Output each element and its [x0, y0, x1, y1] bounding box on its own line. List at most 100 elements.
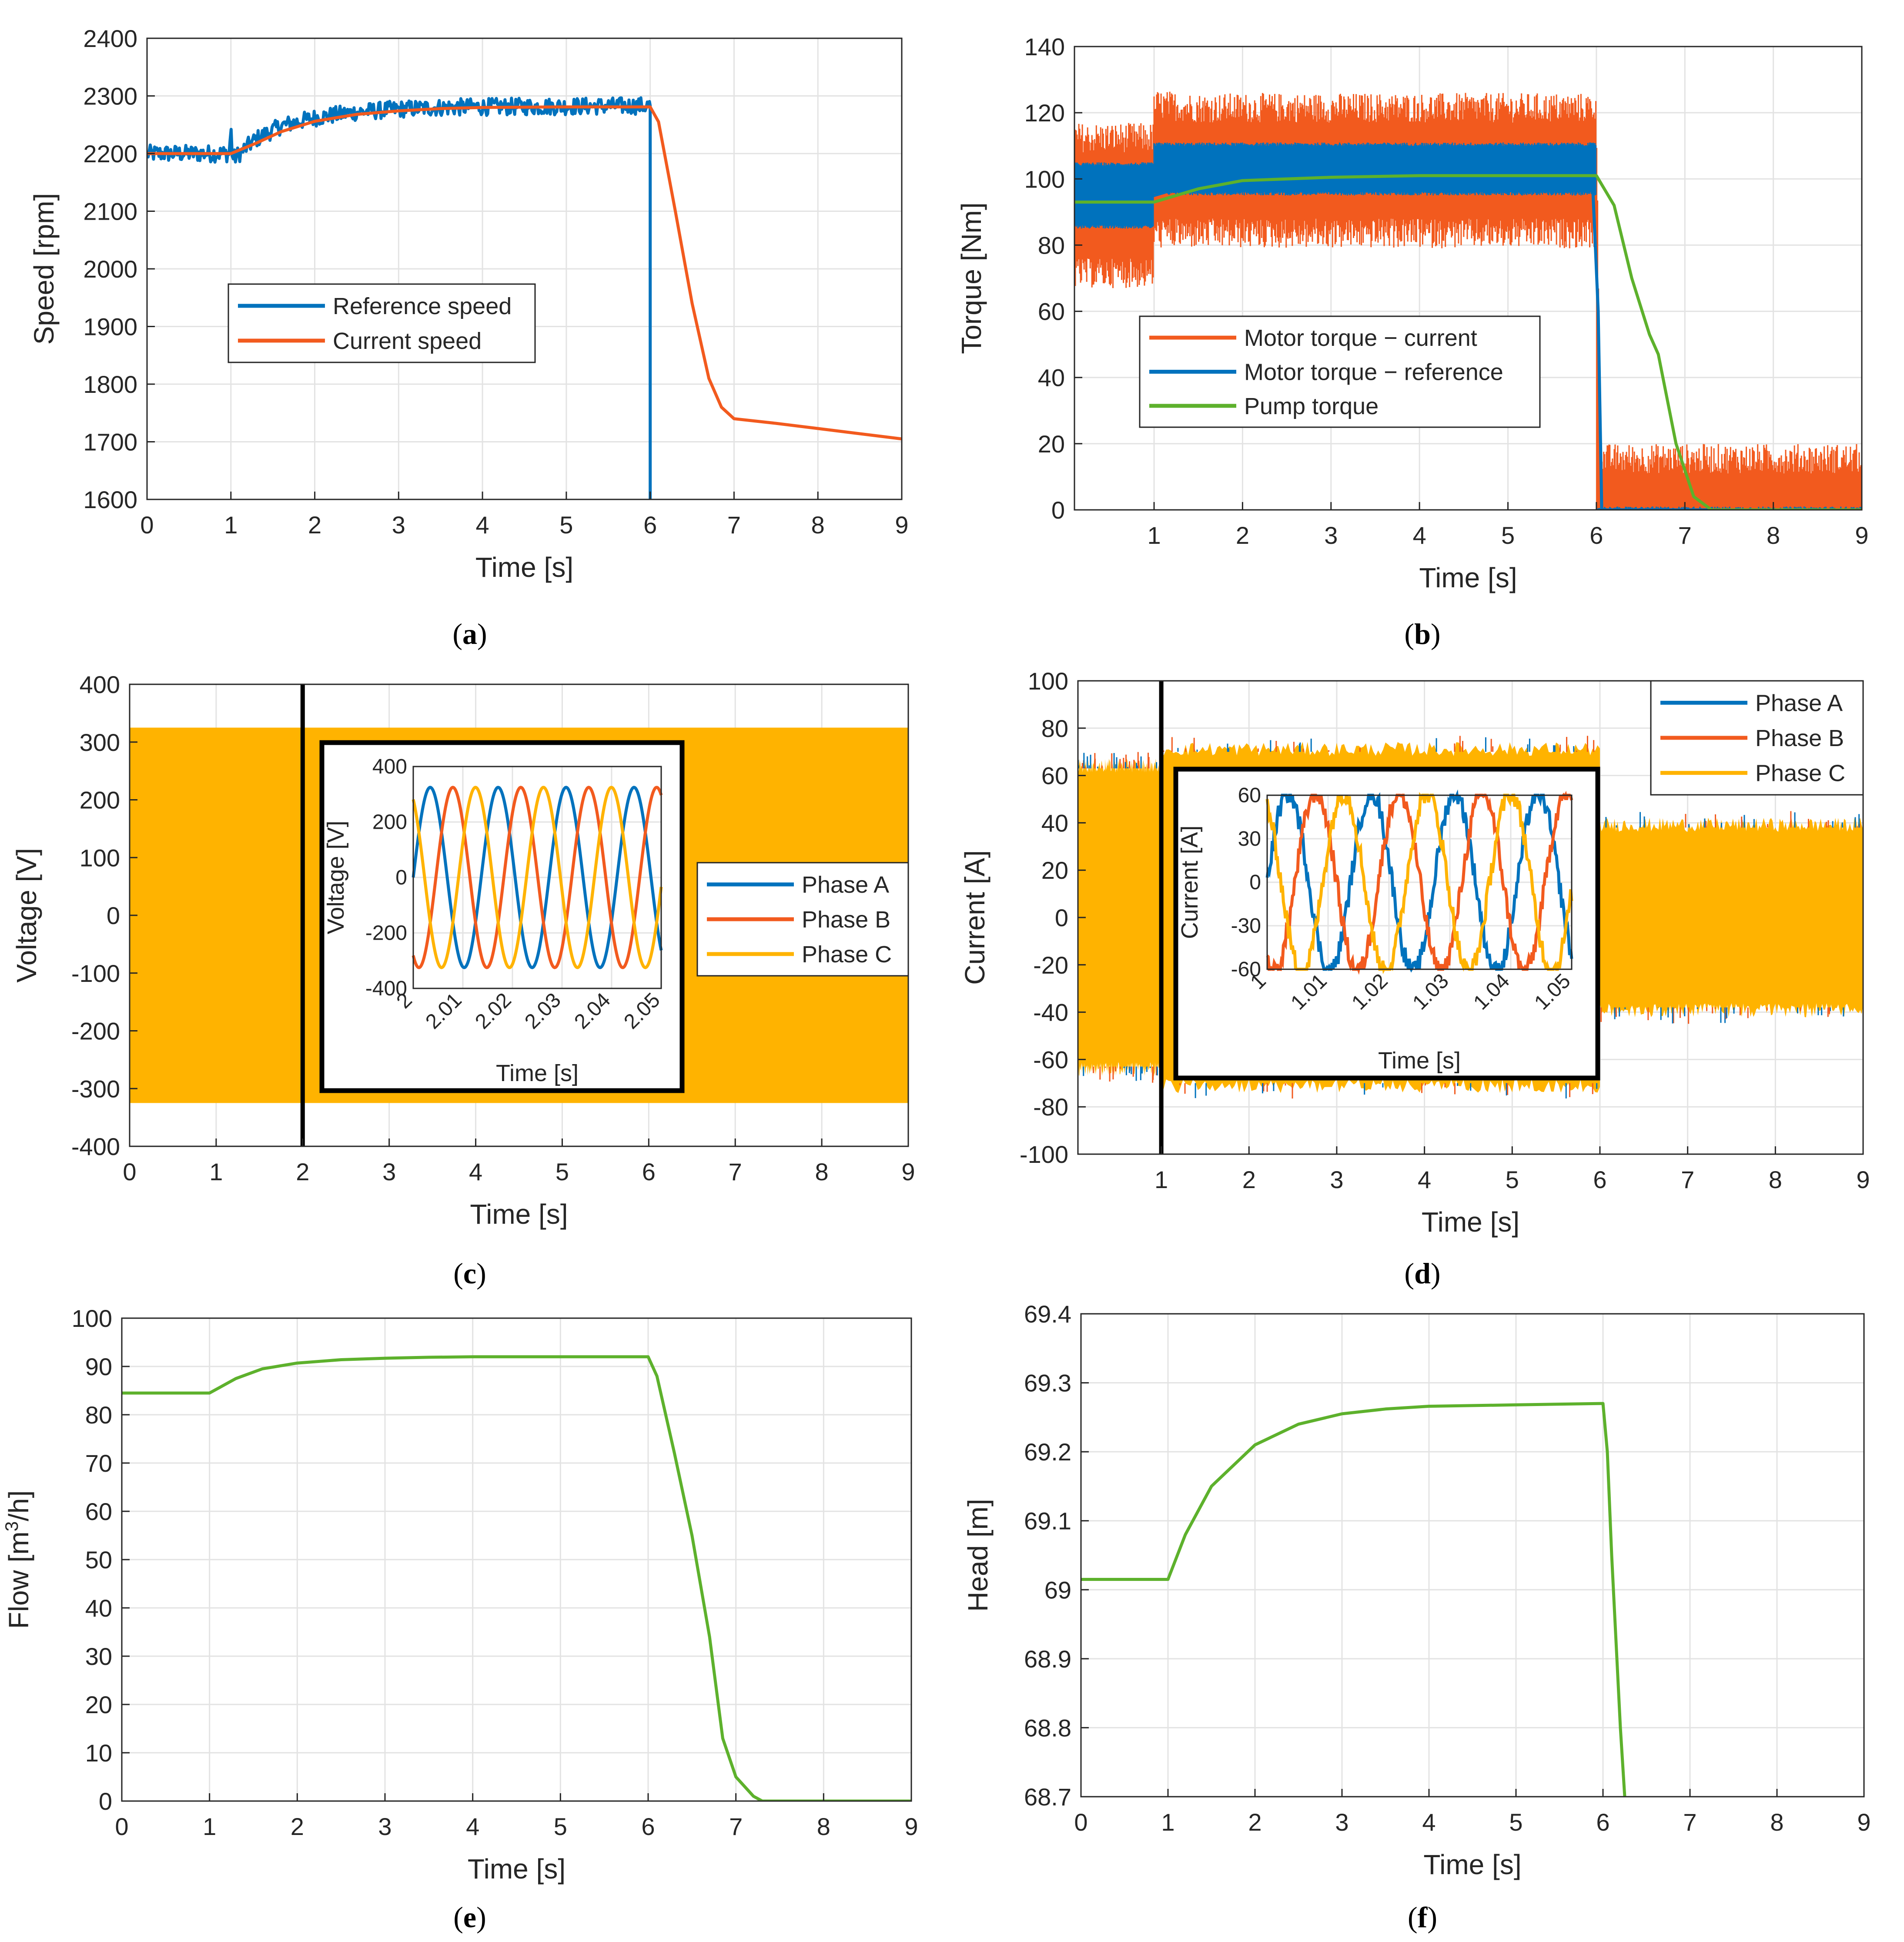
y-tick-label: 68.9	[1024, 1645, 1071, 1673]
x-tick-label: 4	[469, 1158, 482, 1185]
x-tick-label: 9	[1856, 1166, 1870, 1193]
y-axis: 0 10 20 30 40 50 60 70 80 90 100	[72, 1305, 130, 1815]
y-tick-label: 40	[85, 1594, 112, 1622]
caption-close: )	[1431, 1257, 1441, 1290]
y-tick-label: 100	[80, 844, 120, 871]
x-tick-label: 0	[140, 511, 154, 539]
inset-frame	[319, 740, 685, 1093]
caption-close: )	[1431, 617, 1441, 650]
inset-y-tick-label: 0	[1249, 871, 1261, 894]
x-tick-label: 6	[643, 511, 657, 539]
x-axis-label: Time [s]	[470, 1199, 568, 1230]
legend-entry: Phase B	[1755, 725, 1844, 751]
caption-open: (	[453, 1901, 463, 1934]
y-tick-label: -100	[1020, 1141, 1068, 1168]
y-axis-label: Torque [Nm]	[956, 202, 987, 354]
x-tick-label: 4	[466, 1813, 479, 1840]
y-tick-label: 69.1	[1024, 1507, 1071, 1535]
y-tick-label: 1900	[83, 313, 137, 341]
x-tick-label: 7	[727, 511, 741, 539]
caption-letter: e	[463, 1901, 476, 1934]
caption-open: (	[453, 1257, 463, 1290]
y-axis-label-part: Flow [m	[3, 1531, 34, 1629]
panel-f: 0 1 2 3 4 5 6 7 8 9 68.7 68.8 68.9 69 69.1 69.2 69.3 69.4…	[962, 1300, 1871, 1934]
x-axis: 1 2 3 4 5 6 7 8 9	[1147, 502, 1869, 549]
x-tick-label: 9	[901, 1158, 915, 1185]
y-tick-label: 69	[1044, 1576, 1071, 1604]
legend: Phase A Phase B Phase C	[1650, 680, 1864, 796]
x-tick-label: 5	[1506, 1166, 1519, 1193]
y-tick-label: 0	[1051, 496, 1065, 524]
inset-axes-box	[412, 766, 662, 989]
panel-c: 0 1 2 3 4 5 6 7 8 9 -400 -300 -200 -100 0 100 200 300 400 T…	[11, 671, 915, 1290]
x-tick-label: 8	[815, 1158, 829, 1185]
axes-box	[1080, 1313, 1865, 1798]
y-tick-label: 40	[1038, 364, 1065, 392]
x-tick-label: 4	[1422, 1808, 1436, 1836]
y-tick-label: 20	[1038, 430, 1065, 458]
x-tick-label: 5	[1509, 1808, 1523, 1836]
y-tick-label: 60	[85, 1498, 112, 1525]
series-line-0	[147, 96, 652, 499]
y-tick-label: 60	[1038, 298, 1065, 325]
y-tick-label: 1600	[83, 486, 137, 513]
x-tick-label: 2	[1248, 1808, 1262, 1836]
y-tick-label: 0	[99, 1788, 112, 1815]
x-tick-label: 5	[559, 511, 573, 539]
x-tick-label: 9	[1855, 522, 1868, 549]
inset-y-tick-label: -400	[365, 977, 407, 1000]
caption-open: (	[452, 617, 462, 650]
y-tick-label: -100	[71, 960, 120, 987]
x-tick-label: 1	[1147, 522, 1161, 549]
y-tick-label: 80	[85, 1401, 112, 1429]
y-axis-label: Current [A]	[959, 850, 990, 984]
y-axis-label: Voltage [V]	[11, 848, 42, 983]
panel-caption: (c)	[453, 1257, 486, 1290]
x-tick-label: 5	[554, 1813, 567, 1840]
caption-letter: d	[1414, 1257, 1431, 1290]
signal-band-2	[1599, 817, 1863, 1018]
x-axis-label: Time [s]	[1423, 1849, 1521, 1880]
inset: 2 2.01 2.02 2.03 2.04 2.05-400-2000200400Time…	[319, 740, 685, 1093]
x-tick-label: 4	[1413, 522, 1426, 549]
panel-caption: (f)	[1408, 1901, 1437, 1934]
legend-entry: Phase C	[802, 941, 892, 968]
x-tick-label: 9	[895, 511, 908, 539]
inset-series-phase-c	[412, 786, 663, 969]
plot-area	[1081, 1314, 1864, 1797]
y-tick-label: 80	[1038, 231, 1065, 259]
x-axis-label: Time [s]	[475, 552, 573, 583]
y-tick-label: 69.3	[1024, 1369, 1071, 1397]
caption-close: )	[477, 617, 487, 650]
y-axis: 1600 1700 1800 1900 2000 2100 2200 2300 2400	[83, 25, 155, 513]
y-tick-label: 68.8	[1024, 1714, 1071, 1741]
legend-entry: Motor torque − current	[1244, 325, 1477, 351]
y-tick-label: -200	[71, 1018, 120, 1045]
y-tick-label: 70	[85, 1450, 112, 1477]
caption-open: (	[1404, 1257, 1414, 1290]
x-tick-label: 1	[209, 1158, 223, 1185]
x-axis: 0 1 2 3 4 5 6 7 8 9	[1074, 1789, 1871, 1836]
x-tick-label: 0	[1074, 1808, 1088, 1836]
x-tick-label: 7	[1678, 522, 1692, 549]
inset-x-axis-label: Time [s]	[1378, 1048, 1461, 1074]
legend-entry: Phase A	[802, 872, 889, 898]
x-tick-label: 7	[729, 1813, 743, 1840]
x-tick-label: 6	[1593, 1166, 1606, 1193]
y-tick-label: 0	[107, 902, 120, 929]
y-tick-label: 30	[85, 1643, 112, 1670]
caption-close: )	[476, 1257, 486, 1290]
inset-series-phase-a	[412, 786, 663, 969]
plot-content	[1074, 91, 1862, 510]
y-tick-label: 0	[1055, 904, 1068, 931]
caption-close: )	[476, 1901, 486, 1934]
y-tick-label: 400	[80, 671, 120, 698]
y-tick-label: 1800	[83, 371, 137, 398]
y-tick-label: 2400	[83, 25, 137, 52]
x-tick-label: 9	[1857, 1808, 1871, 1836]
y-tick-label: 100	[1028, 667, 1068, 695]
inset-y-tick-label: -200	[365, 922, 407, 945]
x-tick-label: 3	[1330, 1166, 1343, 1193]
x-tick-label: 1	[1154, 1166, 1168, 1193]
